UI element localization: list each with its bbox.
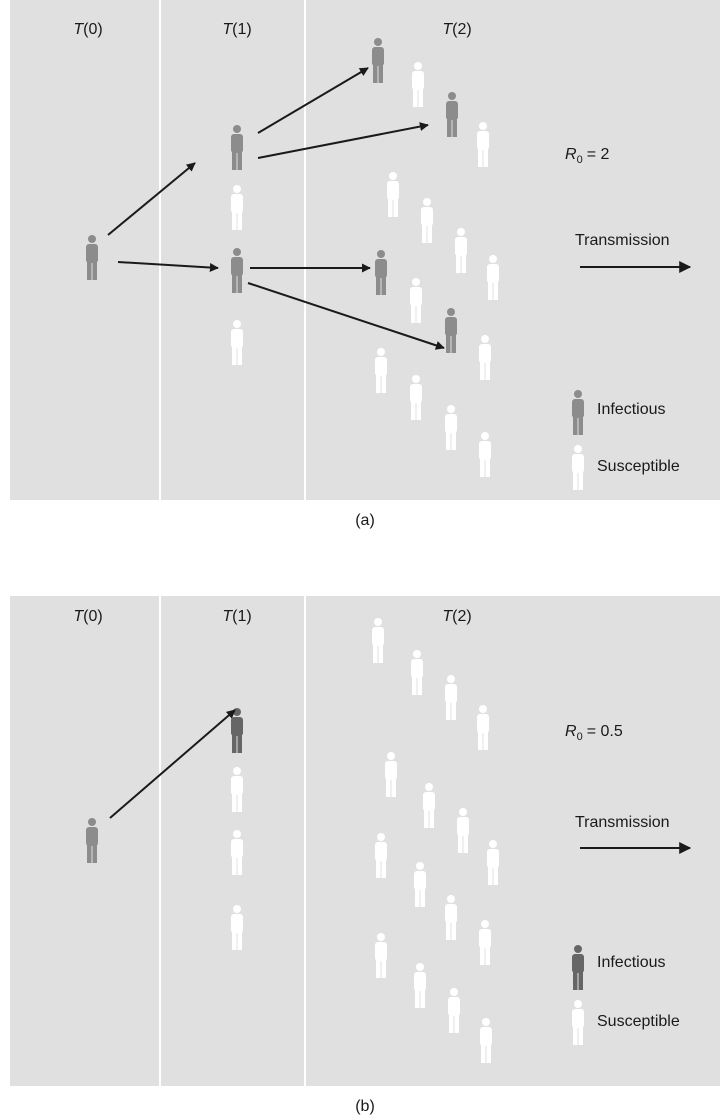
infection-arrow — [257, 122, 429, 159]
symbol: T — [222, 608, 233, 625]
panel-a: T(0) T(1) T(2) R0 = 2 Transmission Infect… — [10, 0, 720, 529]
infection-arrow — [109, 709, 236, 819]
column-label: T(2) — [442, 608, 471, 625]
column-label: T(0) — [73, 608, 102, 625]
infection-arrow — [247, 282, 445, 350]
value: = 0.5 — [587, 723, 623, 740]
symbol: R — [565, 723, 577, 740]
column-label: T(2) — [442, 21, 471, 38]
column-label: T(1) — [222, 21, 251, 38]
subscript: 0 — [577, 731, 583, 743]
arg: (2) — [452, 21, 472, 38]
value: = 2 — [587, 146, 610, 163]
arg: (1) — [232, 21, 252, 38]
symbol: T — [73, 608, 84, 625]
symbol: T — [442, 21, 453, 38]
arg: (0) — [83, 21, 103, 38]
legend-label: Infectious — [597, 954, 665, 971]
caption: (b) — [355, 1098, 375, 1115]
transmission-label: Transmission — [575, 814, 670, 831]
subscript: 0 — [577, 154, 583, 166]
legend-label: Infectious — [597, 401, 665, 418]
arg: (0) — [83, 608, 103, 625]
caption: (a) — [355, 512, 375, 529]
legend-label: Susceptible — [597, 1013, 680, 1030]
infection-arrow — [117, 261, 219, 273]
arg: (1) — [232, 608, 252, 625]
infection-arrow — [107, 162, 196, 236]
symbol: T — [222, 21, 233, 38]
symbol: T — [442, 608, 453, 625]
transmission-label: Transmission — [575, 232, 670, 249]
panel-background — [10, 0, 720, 500]
r0-label: R0 = 0.5 — [565, 723, 623, 743]
column-label: T(0) — [73, 21, 102, 38]
panel-b: T(0) T(1) T(2) R0 = 0.5 Transmission Infe… — [10, 596, 720, 1115]
symbol: R — [565, 146, 577, 163]
infection-arrow — [257, 67, 369, 134]
symbol: T — [73, 21, 84, 38]
panel-background — [10, 596, 720, 1086]
column-label: T(1) — [222, 608, 251, 625]
arg: (2) — [452, 608, 472, 625]
arrows — [107, 67, 692, 854]
legend-label: Susceptible — [597, 458, 680, 475]
r0-label: R0 = 2 — [565, 146, 609, 166]
